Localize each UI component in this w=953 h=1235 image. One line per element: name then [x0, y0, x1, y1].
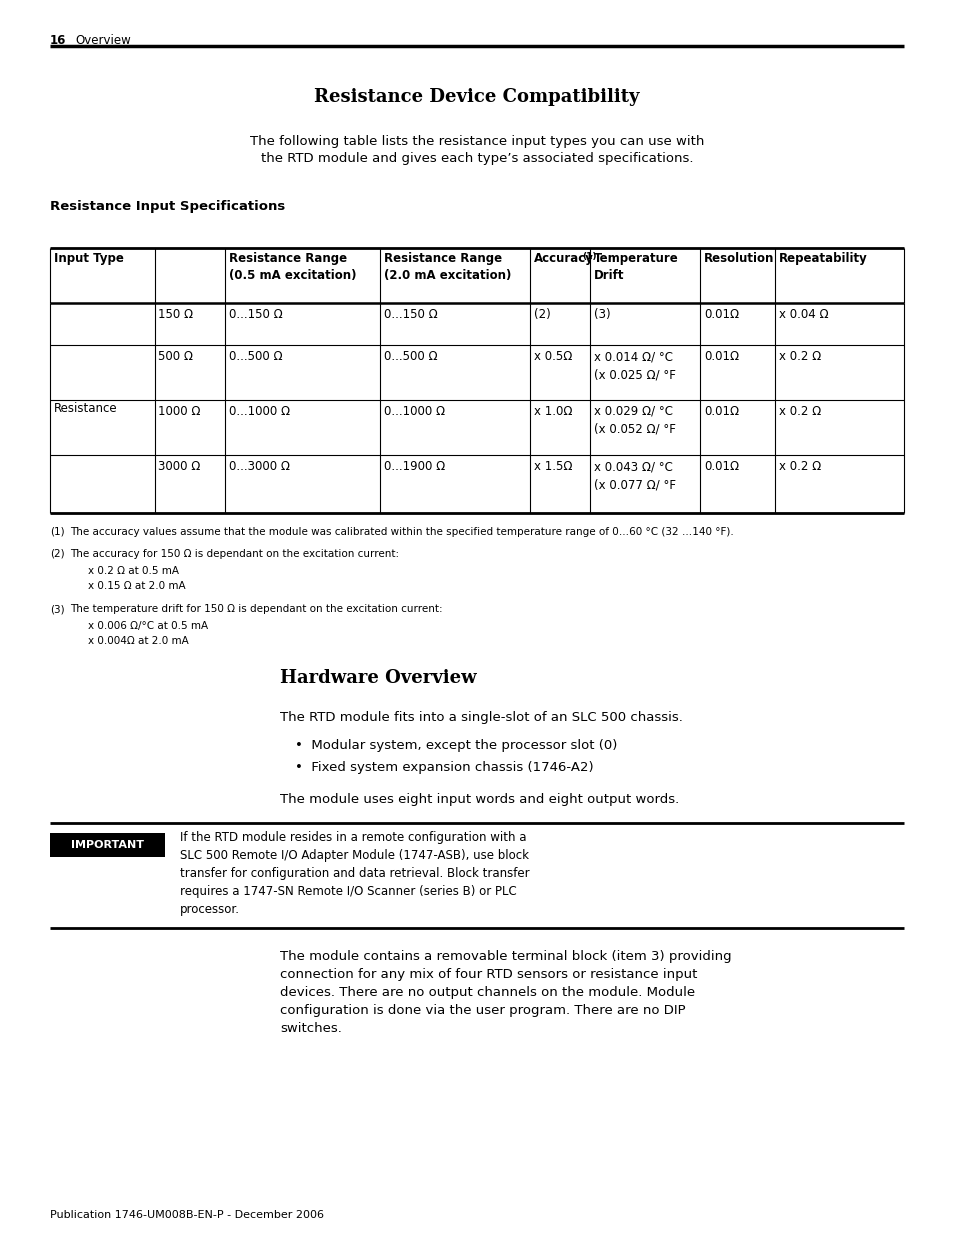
- Text: x 0.04 Ω: x 0.04 Ω: [779, 308, 828, 321]
- Text: 0...1000 Ω: 0...1000 Ω: [384, 405, 445, 417]
- Text: 0...1000 Ω: 0...1000 Ω: [229, 405, 290, 417]
- Text: Resolution: Resolution: [703, 252, 774, 266]
- Text: Repeatability: Repeatability: [779, 252, 867, 266]
- Text: The module contains a removable terminal block (item 3) providing
connection for: The module contains a removable terminal…: [280, 950, 731, 1035]
- Text: The module uses eight input words and eight output words.: The module uses eight input words and ei…: [280, 793, 679, 806]
- Text: 3000 Ω: 3000 Ω: [158, 459, 200, 473]
- Text: x 1.5Ω: x 1.5Ω: [534, 459, 572, 473]
- Text: •  Fixed system expansion chassis (1746-A2): • Fixed system expansion chassis (1746-A…: [294, 761, 593, 774]
- Text: The RTD module fits into a single-slot of an SLC 500 chassis.: The RTD module fits into a single-slot o…: [280, 711, 682, 724]
- Text: If the RTD module resides in a remote configuration with a
SLC 500 Remote I/O Ad: If the RTD module resides in a remote co…: [180, 831, 529, 916]
- Text: The following table lists the resistance input types you can use with: The following table lists the resistance…: [250, 135, 703, 148]
- Text: (2): (2): [534, 308, 550, 321]
- Text: x 0.2 Ω: x 0.2 Ω: [779, 350, 821, 363]
- Text: Hardware Overview: Hardware Overview: [280, 669, 476, 687]
- Text: 150 Ω: 150 Ω: [158, 308, 193, 321]
- Text: (3): (3): [594, 308, 610, 321]
- Text: The accuracy for 150 Ω is dependant on the excitation current:: The accuracy for 150 Ω is dependant on t…: [70, 550, 398, 559]
- Text: 0.01Ω: 0.01Ω: [703, 308, 739, 321]
- Text: 0.01Ω: 0.01Ω: [703, 405, 739, 417]
- Text: x 0.2 Ω: x 0.2 Ω: [779, 405, 821, 417]
- Text: 0...500 Ω: 0...500 Ω: [384, 350, 437, 363]
- Text: x 0.2 Ω: x 0.2 Ω: [779, 459, 821, 473]
- Text: Resistance: Resistance: [54, 401, 117, 415]
- Text: 1000 Ω: 1000 Ω: [158, 405, 200, 417]
- Text: Overview: Overview: [75, 35, 131, 47]
- Text: (1): (1): [581, 252, 596, 261]
- Text: x 0.029 Ω/ °C
(x 0.052 Ω/ °F: x 0.029 Ω/ °C (x 0.052 Ω/ °F: [594, 405, 675, 436]
- Text: Resistance Device Compatibility: Resistance Device Compatibility: [314, 88, 639, 106]
- Text: Resistance Range
(2.0 mA excitation): Resistance Range (2.0 mA excitation): [384, 252, 511, 282]
- Text: 0.01Ω: 0.01Ω: [703, 459, 739, 473]
- Text: x 0.5Ω: x 0.5Ω: [534, 350, 572, 363]
- Text: x 1.0Ω: x 1.0Ω: [534, 405, 572, 417]
- Text: x 0.2 Ω at 0.5 mA: x 0.2 Ω at 0.5 mA: [88, 566, 179, 576]
- Text: 0...1900 Ω: 0...1900 Ω: [384, 459, 445, 473]
- Text: 0...3000 Ω: 0...3000 Ω: [229, 459, 290, 473]
- Bar: [50, 832, 165, 857]
- Text: x 0.006 Ω/°C at 0.5 mA: x 0.006 Ω/°C at 0.5 mA: [88, 621, 208, 631]
- Text: Temperature
Drift: Temperature Drift: [594, 252, 678, 282]
- Text: The accuracy values assume that the module was calibrated within the specified t: The accuracy values assume that the modu…: [70, 527, 733, 537]
- Text: x 0.15 Ω at 2.0 mA: x 0.15 Ω at 2.0 mA: [88, 580, 186, 592]
- Text: •  Modular system, except the processor slot (0): • Modular system, except the processor s…: [294, 739, 617, 752]
- Text: Publication 1746-UM008B-EN-P - December 2006: Publication 1746-UM008B-EN-P - December …: [50, 1210, 324, 1220]
- Text: 0...150 Ω: 0...150 Ω: [229, 308, 282, 321]
- Text: x 0.043 Ω/ °C
(x 0.077 Ω/ °F: x 0.043 Ω/ °C (x 0.077 Ω/ °F: [594, 459, 676, 492]
- Text: 0...150 Ω: 0...150 Ω: [384, 308, 437, 321]
- Text: x 0.004Ω at 2.0 mA: x 0.004Ω at 2.0 mA: [88, 636, 189, 646]
- Text: Input Type: Input Type: [54, 252, 124, 266]
- Text: 16: 16: [50, 35, 67, 47]
- Text: Accuracy: Accuracy: [534, 252, 594, 266]
- Text: 0.01Ω: 0.01Ω: [703, 350, 739, 363]
- Text: The temperature drift for 150 Ω is dependant on the excitation current:: The temperature drift for 150 Ω is depen…: [70, 604, 442, 614]
- Text: 0...500 Ω: 0...500 Ω: [229, 350, 282, 363]
- Text: (1): (1): [50, 527, 65, 537]
- Text: x 0.014 Ω/ °C
(x 0.025 Ω/ °F: x 0.014 Ω/ °C (x 0.025 Ω/ °F: [594, 350, 675, 382]
- Text: Resistance Input Specifications: Resistance Input Specifications: [50, 200, 285, 212]
- Text: IMPORTANT: IMPORTANT: [71, 840, 144, 850]
- Text: (3): (3): [50, 604, 65, 614]
- Text: (2): (2): [50, 550, 65, 559]
- Text: 500 Ω: 500 Ω: [158, 350, 193, 363]
- Text: the RTD module and gives each type’s associated specifications.: the RTD module and gives each type’s ass…: [260, 152, 693, 165]
- Text: Resistance Range
(0.5 mA excitation): Resistance Range (0.5 mA excitation): [229, 252, 356, 282]
